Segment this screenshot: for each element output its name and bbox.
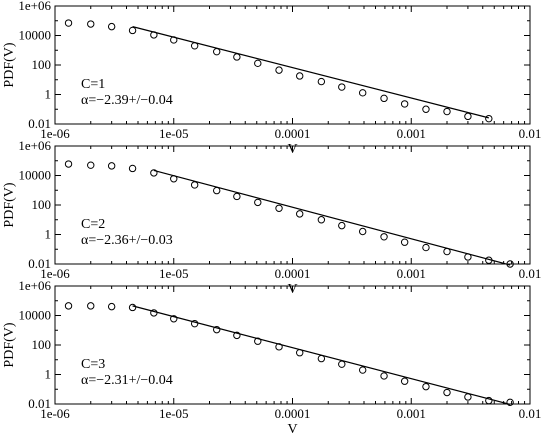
x-tick-label: 0.001: [397, 266, 426, 281]
y-tick-label: 100: [32, 337, 52, 352]
x-tick-label: 1e-05: [159, 266, 189, 281]
x-tick-label: 1e-06: [40, 266, 70, 281]
data-point: [317, 216, 326, 224]
data-point: [358, 366, 367, 374]
y-axis-label: PDF(V): [2, 42, 17, 87]
data-point: [338, 83, 346, 91]
data-point: [296, 72, 304, 80]
data-point: [464, 112, 472, 121]
data-point: [380, 372, 388, 380]
data-point: [128, 303, 137, 312]
y-tick-label: 1e+06: [18, 0, 51, 13]
data-point: [464, 393, 472, 401]
y-axis-label: PDF(V): [2, 322, 17, 367]
data-point: [64, 302, 73, 310]
data-point: [233, 192, 241, 201]
panel-2: 1e-06 1e-05 0.0001 0.001 0.01 0.01 1 100 10000 1e…: [2, 138, 541, 297]
data-point: [338, 360, 346, 368]
data-point: [87, 161, 95, 169]
data-point: [150, 309, 158, 317]
annotation-cutoff: C=2: [81, 217, 105, 232]
data-point: [213, 47, 221, 56]
data-point: [254, 198, 262, 207]
x-tick-label: 0.001: [397, 126, 426, 141]
x-tick-label: 1e-05: [159, 126, 189, 141]
data-point: [400, 377, 409, 385]
data-point: [422, 382, 430, 391]
annotation-cutoff: C=3: [81, 357, 105, 372]
y-tick-label: 100: [32, 57, 52, 72]
fit-line: [132, 305, 511, 406]
x-tick-label: 0.0001: [275, 266, 311, 281]
data-point: [485, 114, 493, 123]
x-tick-label: 1e-05: [159, 406, 189, 421]
data-point: [275, 204, 283, 212]
panel-1: 1e-06 1e-05 0.0001 0.001 0.01 0.01 1 100 10000 1e…: [2, 0, 541, 157]
annotation-exponent: α=−2.31+/−0.04: [81, 373, 173, 388]
data-point: [128, 164, 137, 173]
data-point: [317, 77, 326, 86]
data-point: [64, 160, 73, 168]
data-point: [233, 331, 241, 340]
data-point: [213, 325, 221, 334]
data-point: [190, 319, 199, 328]
data-point: [358, 227, 367, 236]
data-point: [107, 22, 116, 31]
y-tick-label: 0.01: [28, 256, 51, 271]
annotation-cutoff: C=1: [81, 77, 105, 92]
data-point: [296, 210, 304, 218]
fit-line: [153, 169, 511, 266]
data-point: [422, 105, 430, 113]
data-point: [170, 315, 178, 323]
data-point: [275, 66, 283, 74]
data-point: [64, 19, 73, 27]
y-tick-label: 1: [45, 227, 52, 242]
data-point: [443, 388, 451, 397]
y-axis-label: PDF(V): [2, 182, 17, 227]
annotation-exponent: α=−2.39+/−0.04: [81, 93, 173, 108]
data-point: [150, 169, 158, 177]
y-tick-label: 10000: [19, 28, 52, 43]
data-point: [128, 26, 137, 35]
y-tick-label: 100: [32, 197, 52, 212]
data-point: [506, 398, 514, 407]
data-point: [443, 107, 451, 116]
y-tick-label: 1: [45, 87, 52, 102]
data-point: [107, 162, 116, 170]
data-point: [422, 243, 430, 252]
data-point: [485, 396, 493, 405]
data-point: [233, 53, 241, 61]
x-tick-label: 1e-06: [40, 406, 70, 421]
data-point: [338, 221, 346, 230]
x-tick-label: 0.0001: [275, 126, 311, 141]
data-point: [87, 302, 95, 310]
data-point: [358, 89, 367, 97]
y-tick-label: 1e+06: [18, 138, 51, 153]
x-tick-label: 0.01: [519, 266, 542, 281]
y-tick-label: 10000: [19, 308, 52, 323]
data-point: [190, 181, 199, 189]
x-tick-label: 0.01: [519, 126, 542, 141]
y-tick-label: 0.01: [28, 396, 51, 411]
x-axis-label: V: [287, 422, 297, 436]
x-tick-label: 0.01: [519, 406, 542, 421]
data-point: [254, 59, 262, 68]
data-point: [400, 238, 409, 246]
data-point: [380, 233, 388, 241]
fit-line: [132, 26, 489, 119]
data-point: [380, 94, 388, 103]
annotation-exponent: α=−2.36+/−0.03: [81, 233, 173, 248]
data-point: [87, 20, 95, 28]
data-point: [400, 100, 409, 108]
panel-3: 1e-06 1e-05 0.0001 0.001 0.01 0.01 1 100 10000 1e…: [2, 278, 541, 436]
y-tick-label: 10000: [19, 168, 52, 183]
x-tick-label: 1e-06: [40, 126, 70, 141]
x-tick-label: 0.001: [397, 406, 426, 421]
y-tick-label: 1: [45, 367, 52, 382]
y-tick-label: 1e+06: [18, 278, 51, 293]
data-point: [107, 302, 116, 311]
x-tick-label: 0.0001: [275, 406, 311, 421]
y-tick-label: 0.01: [28, 116, 51, 131]
